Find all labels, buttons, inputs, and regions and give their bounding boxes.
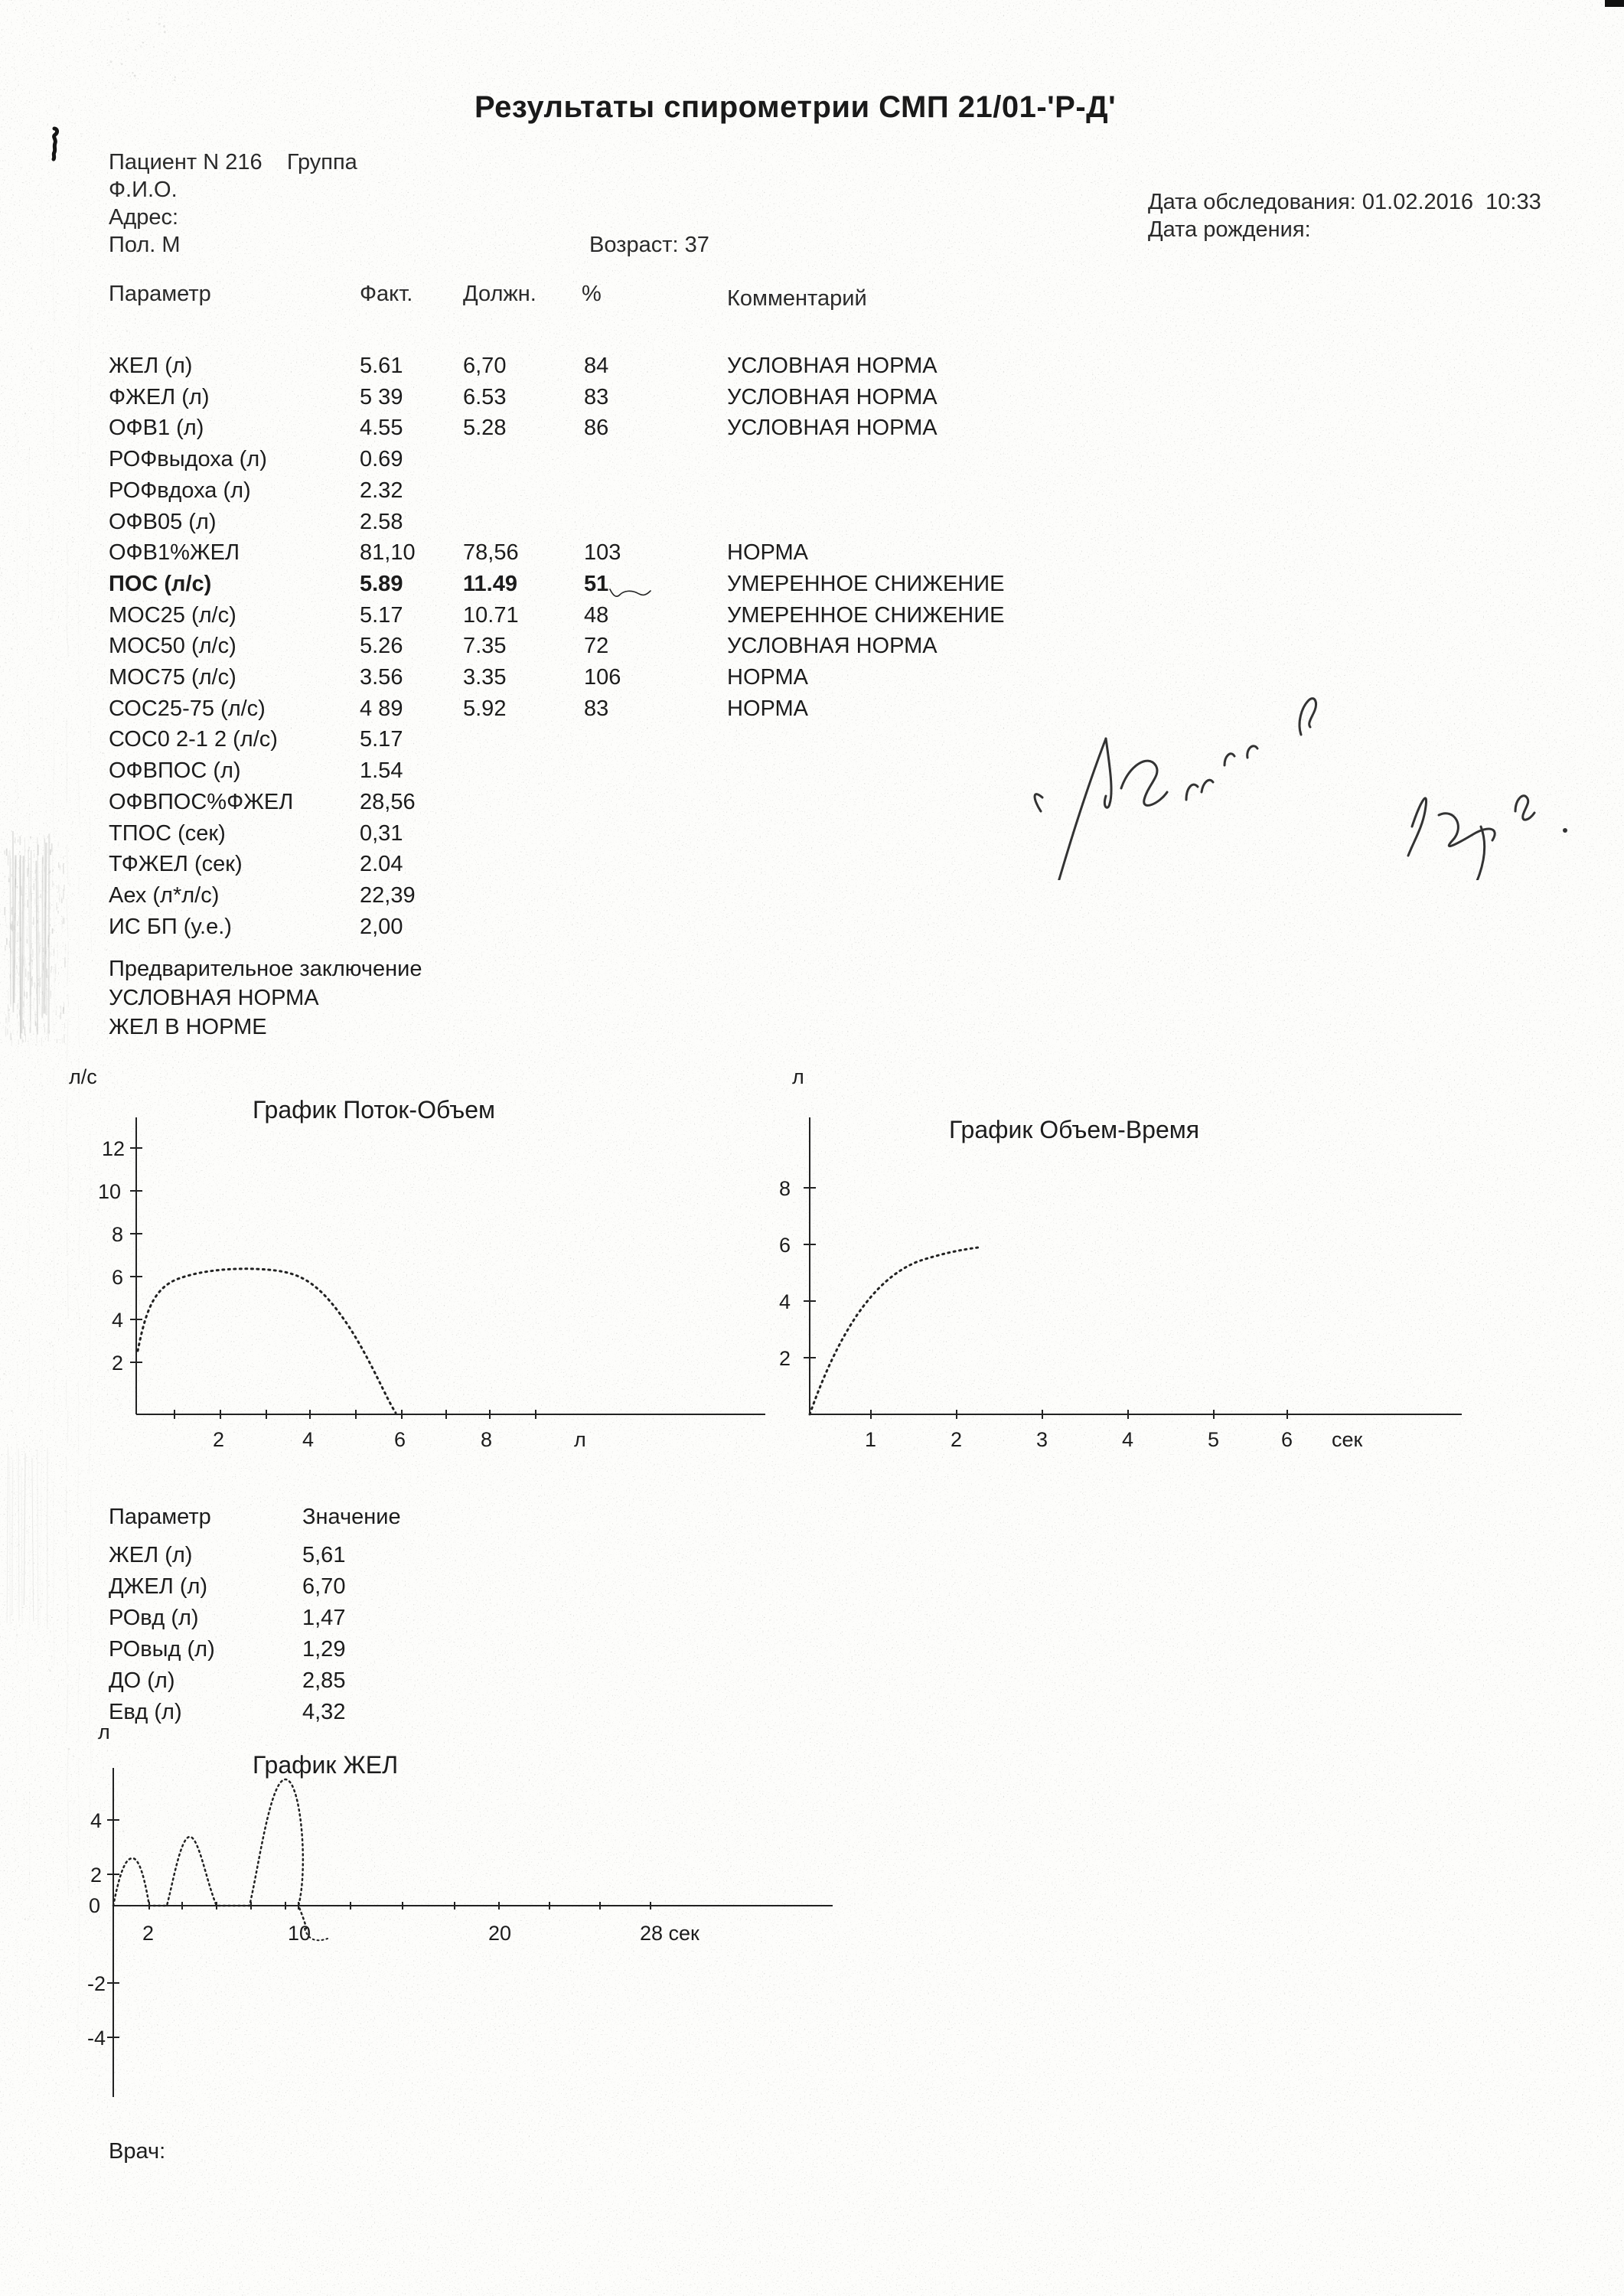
svg-text:2: 2 bbox=[213, 1428, 224, 1451]
svg-text:2: 2 bbox=[112, 1352, 123, 1375]
svg-text:8: 8 bbox=[481, 1428, 492, 1451]
svg-text:6: 6 bbox=[112, 1266, 123, 1289]
svg-text:5: 5 bbox=[1208, 1428, 1219, 1451]
svg-text:12: 12 bbox=[102, 1137, 125, 1160]
svg-text:6: 6 bbox=[394, 1428, 406, 1451]
svg-text:2: 2 bbox=[779, 1347, 791, 1370]
svg-text:4: 4 bbox=[112, 1309, 123, 1332]
svg-text:10: 10 bbox=[98, 1180, 121, 1203]
svg-text:л: л bbox=[574, 1428, 586, 1451]
svg-text:-4: -4 bbox=[87, 2027, 106, 2050]
svg-text:28 сек: 28 сек bbox=[640, 1922, 699, 1945]
svg-text:2: 2 bbox=[951, 1428, 962, 1451]
svg-text:4: 4 bbox=[779, 1290, 791, 1313]
svg-text:1: 1 bbox=[865, 1428, 876, 1451]
svg-text:-2: -2 bbox=[87, 1972, 106, 1995]
svg-text:2: 2 bbox=[90, 1864, 102, 1887]
svg-text:20: 20 bbox=[488, 1922, 511, 1945]
svg-text:4: 4 bbox=[1122, 1428, 1133, 1451]
svg-text:4: 4 bbox=[90, 1809, 102, 1832]
svg-text:сек: сек bbox=[1332, 1428, 1363, 1451]
svg-text:8: 8 bbox=[779, 1177, 791, 1200]
svg-text:4: 4 bbox=[302, 1428, 314, 1451]
svg-text:6: 6 bbox=[779, 1234, 791, 1257]
svg-text:8: 8 bbox=[112, 1223, 123, 1246]
svg-text:3: 3 bbox=[1036, 1428, 1048, 1451]
svg-text:2: 2 bbox=[142, 1922, 154, 1945]
svg-text:0: 0 bbox=[89, 1894, 100, 1917]
svg-text:6: 6 bbox=[1281, 1428, 1293, 1451]
